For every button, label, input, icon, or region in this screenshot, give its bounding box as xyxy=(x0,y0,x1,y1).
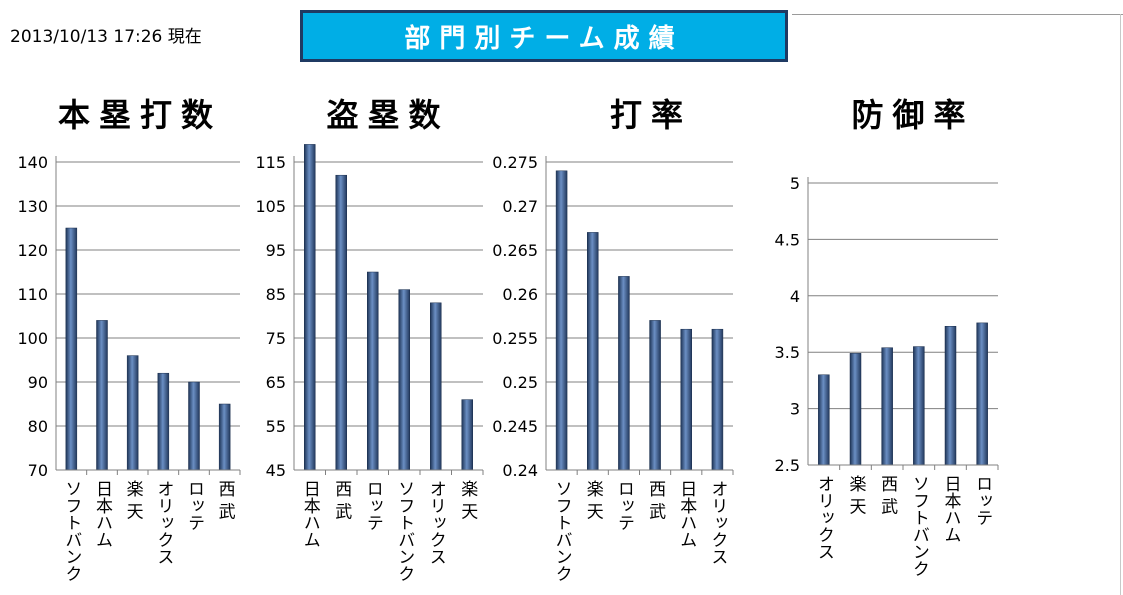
x-category-label: ロッテ xyxy=(363,480,383,531)
y-tick-label: 110 xyxy=(17,285,48,304)
y-tick-label: 3.5 xyxy=(775,343,800,362)
bar xyxy=(555,170,568,471)
bar xyxy=(680,328,692,471)
bar xyxy=(881,347,893,466)
y-tick-label: 0.255 xyxy=(492,329,538,348)
bar xyxy=(849,353,862,466)
bar xyxy=(618,276,630,471)
bar xyxy=(367,271,379,471)
x-category-label: 楽 天 xyxy=(846,475,867,514)
y-tick-label: 70 xyxy=(28,461,48,480)
bar xyxy=(398,289,410,471)
y-tick-label: 0.265 xyxy=(492,241,538,260)
x-category-label: 日本ハム xyxy=(941,475,962,543)
bar xyxy=(944,326,957,466)
y-tick-label: 0.24 xyxy=(502,461,538,480)
bar xyxy=(335,174,347,471)
y-tick-label: 90 xyxy=(28,373,48,392)
chart-title-sb: 盗塁数 xyxy=(326,96,450,134)
x-category-label: ロッテ xyxy=(184,480,204,531)
x-category-label: ロッテ xyxy=(614,480,634,531)
bar xyxy=(65,227,78,471)
bar xyxy=(430,302,442,471)
x-category-label: ソフトバンク xyxy=(909,475,929,577)
chart-title-hr: 本塁打数 xyxy=(57,96,223,134)
chart-title-era: 防御率 xyxy=(851,96,975,134)
x-category-label: 日本ハム xyxy=(92,480,113,548)
bar xyxy=(218,403,231,471)
y-tick-label: 3 xyxy=(790,400,800,419)
x-category-label: オリックス xyxy=(426,480,446,565)
divider-line xyxy=(792,14,1123,15)
y-tick-label: 4.5 xyxy=(775,230,800,249)
bar xyxy=(461,399,473,471)
bar xyxy=(587,232,599,471)
y-tick-label: 130 xyxy=(17,197,48,216)
bar xyxy=(649,320,661,471)
x-category-label: 日本ハム xyxy=(676,480,697,548)
y-tick-label: 4 xyxy=(790,287,800,306)
x-category-label: ソフトバンク xyxy=(394,480,414,582)
y-tick-label: 0.27 xyxy=(502,197,538,216)
chart-title-avg: 打率 xyxy=(609,96,693,134)
x-category-label: ロッテ xyxy=(972,475,992,526)
y-tick-label: 140 xyxy=(17,153,48,172)
x-category-label: 西 武 xyxy=(877,475,898,514)
y-tick-label: 5 xyxy=(790,174,800,193)
bar xyxy=(711,328,724,471)
y-tick-label: 0.245 xyxy=(492,417,538,436)
bar xyxy=(96,320,108,471)
x-category-label: 楽 天 xyxy=(583,480,604,519)
x-category-label: オリックス xyxy=(707,480,727,565)
bar xyxy=(157,372,170,471)
bar xyxy=(304,144,316,471)
x-category-label: 楽 天 xyxy=(123,480,144,519)
y-tick-label: 55 xyxy=(266,417,286,436)
x-category-label: 西 武 xyxy=(215,480,236,519)
page-title-banner: 部門別チーム成績 xyxy=(300,10,788,62)
y-tick-label: 65 xyxy=(266,373,286,392)
y-tick-label: 95 xyxy=(266,241,286,260)
x-category-label: オリックス xyxy=(814,475,834,560)
y-tick-label: 85 xyxy=(266,285,286,304)
bar xyxy=(818,374,830,466)
x-category-label: 日本ハム xyxy=(300,480,321,548)
y-tick-label: 0.26 xyxy=(502,285,538,304)
page-title: 部門別チーム成績 xyxy=(404,23,684,54)
y-tick-label: 105 xyxy=(255,197,286,216)
bar xyxy=(913,346,925,466)
x-category-label: ソフトバンク xyxy=(61,480,81,582)
bar xyxy=(188,381,200,471)
y-tick-label: 0.275 xyxy=(492,153,538,172)
y-tick-label: 115 xyxy=(255,153,286,172)
y-tick-label: 75 xyxy=(266,329,286,348)
bar xyxy=(976,322,988,466)
timestamp: 2013/10/13 17:26 現在 xyxy=(10,27,202,47)
y-tick-label: 0.25 xyxy=(502,373,538,392)
x-category-label: 楽 天 xyxy=(457,480,478,519)
y-tick-label: 2.5 xyxy=(775,456,800,475)
y-tick-label: 100 xyxy=(17,329,48,348)
x-category-label: 西 武 xyxy=(331,480,352,519)
bar xyxy=(126,355,139,471)
x-category-label: 西 武 xyxy=(645,480,666,519)
x-category-label: オリックス xyxy=(153,480,173,565)
y-tick-label: 80 xyxy=(28,417,48,436)
border-line xyxy=(1120,14,1121,595)
y-tick-label: 120 xyxy=(17,241,48,260)
y-tick-label: 45 xyxy=(266,461,286,480)
x-category-label: ソフトバンク xyxy=(552,480,572,582)
